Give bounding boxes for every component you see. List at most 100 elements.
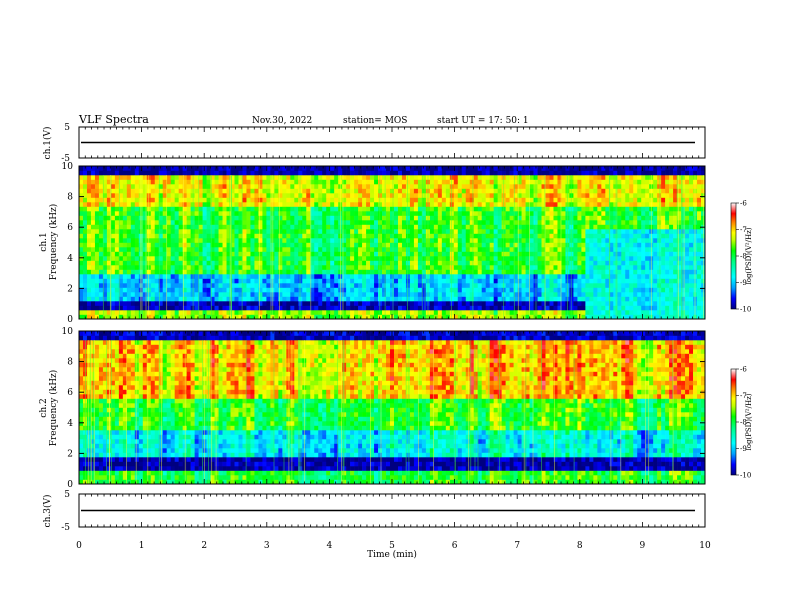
ch1-spectrogram-cell: [401, 166, 407, 171]
ch1-spectrogram-cell: [342, 184, 347, 189]
ch1-spectrogram-cell: [581, 269, 586, 275]
ch1-spectrogram-cell: [529, 292, 534, 297]
ch1-spectrogram-cell: [621, 251, 626, 257]
ch1-spectrogram-cell: [262, 310, 267, 315]
ch1-spectrogram-cell: [79, 314, 84, 320]
ch1-spectrogram-cell: [573, 233, 578, 239]
ch1-spectrogram-cell: [441, 287, 447, 293]
ch1-spectrogram-cell: [218, 314, 223, 320]
ch1-spectrogram-cell: [342, 310, 347, 315]
ch1-spectrogram-cell: [517, 188, 522, 194]
ch1-spectrogram-cell: [625, 179, 630, 185]
ch1-spectrogram-cell: [413, 314, 419, 320]
ch1-spectrogram-cell: [246, 197, 251, 203]
ch1-spectrogram-cell: [126, 260, 132, 266]
ch1-spectrogram-cell: [354, 206, 359, 212]
ch1-spectrogram-cell: [378, 274, 383, 279]
ch1-spectrogram-cell: [393, 215, 399, 221]
ch1-spectrogram-cell: [529, 179, 534, 185]
ch1-spectrogram-cell: [453, 188, 459, 194]
ch1-spectrogram-cell: [126, 175, 132, 180]
ch1-spectrogram-cell: [497, 233, 502, 239]
ch1-spectrogram-cell: [122, 193, 128, 198]
ch1-spectrogram-cell: [158, 287, 164, 293]
ch1-spectrogram-cell: [637, 283, 642, 288]
ch1-spectrogram-cell: [318, 175, 323, 180]
ch1-spectrogram-cell: [150, 305, 156, 311]
ch1-spectrogram-cell: [330, 265, 335, 270]
ch1-spectrogram-cell: [214, 202, 219, 207]
ch1-spectrogram-cell: [461, 265, 467, 270]
ch1-spectrogram-cell: [258, 179, 263, 185]
ch1-spectrogram-cell: [429, 247, 435, 252]
ch1-spectrogram-cell: [142, 310, 148, 315]
ch1-spectrogram-cell: [302, 310, 307, 315]
ch1-spectrogram-cell: [553, 233, 558, 239]
ch1-spectrogram-cell: [346, 301, 351, 306]
ch1-spectrogram-cell: [545, 233, 550, 239]
ch1-spectrogram-cell: [505, 274, 510, 279]
ch1-spectrogram-cell: [278, 202, 283, 207]
ch1-spectrogram-cell: [397, 251, 403, 257]
ch1-spectrogram-cell: [637, 292, 642, 297]
ch1-spectrogram-cell: [298, 247, 303, 252]
ch1-spectrogram-cell: [222, 287, 227, 293]
ch1-spectrogram-cell: [302, 256, 307, 261]
ch1-spectrogram-cell: [174, 242, 179, 248]
ch1-spectrogram-cell: [126, 287, 132, 293]
ch1-spectrogram-cell: [202, 242, 207, 248]
ch1-spectrogram-cell: [386, 184, 391, 189]
ch1-spectrogram-cell: [290, 229, 295, 234]
ch1-spectrogram-cell: [306, 269, 311, 275]
ch1-spectrogram-cell: [505, 197, 510, 203]
ch1-spectrogram-cell: [254, 166, 259, 171]
ch1-spectrogram-cell: [505, 202, 510, 207]
ch1-spectrogram-cell: [194, 305, 199, 311]
ch1-spectrogram-cell: [262, 166, 267, 171]
ch1-spectrogram-cell: [254, 260, 259, 266]
ch1-spectrogram-cell: [405, 292, 411, 297]
ch1-spectrogram-cell: [122, 305, 128, 311]
ch1-spectrogram-cell: [302, 220, 307, 225]
ch1-spectrogram-cell: [501, 170, 506, 176]
ch1-spectrogram-cell: [477, 179, 483, 185]
ch1-spectrogram-cell: [310, 188, 315, 194]
ch1-spectrogram-cell: [142, 305, 148, 311]
ch1-spectrogram-cell: [334, 206, 339, 212]
ch1-spectrogram-cell: [609, 170, 614, 176]
ch1-spectrogram-cell: [545, 166, 550, 171]
ch1-spectrogram-cell: [358, 274, 363, 279]
ch1-spectrogram-cell: [82, 274, 88, 279]
ch1-spectrogram-cell: [278, 179, 283, 185]
ch1-spectrogram-cell: [573, 197, 578, 203]
ch1-spectrogram-cell: [489, 215, 494, 221]
ch1-spectrogram-cell: [513, 305, 518, 311]
ch1-spectrogram-cell: [130, 310, 136, 315]
ch1-spectrogram-cell: [485, 287, 490, 293]
ch1-spectrogram-cell: [553, 256, 558, 261]
ch1-spectrogram-cell: [222, 278, 227, 284]
ch1-spectrogram-cell: [370, 238, 375, 243]
ch1-spectrogram-cell: [505, 166, 510, 171]
ch1-spectrogram-cell: [449, 229, 455, 234]
ch1-spectrogram-cell: [477, 278, 483, 284]
ch1-spectrogram-cell: [182, 193, 187, 198]
ch1-spectrogram-cell: [581, 247, 586, 252]
ch1-spectrogram-cell: [362, 287, 367, 293]
ch1-spectrogram-cell: [130, 278, 136, 284]
ch1-spectrogram-cell: [489, 188, 494, 194]
ch1-spectrogram-cell: [390, 193, 395, 198]
ch1-spectrogram-cell: [342, 188, 347, 194]
ch1-spectrogram-cell: [354, 305, 359, 311]
ch1-spectrogram-cell: [142, 256, 148, 261]
ch1-spectrogram-cell: [613, 224, 618, 230]
ch1-spectrogram-cell: [485, 211, 490, 216]
ch1-spectrogram-cell: [637, 287, 642, 293]
ch1-spectrogram-cell: [409, 265, 415, 270]
ch1-spectrogram-cell: [577, 269, 582, 275]
ch1-spectrogram-cell: [441, 229, 447, 234]
ch1-spectrogram-cell: [134, 238, 140, 243]
ch1-spectrogram-cell: [186, 278, 191, 284]
ch1-spectrogram-cell: [274, 296, 279, 302]
ch1-spectrogram-cell: [326, 238, 331, 243]
